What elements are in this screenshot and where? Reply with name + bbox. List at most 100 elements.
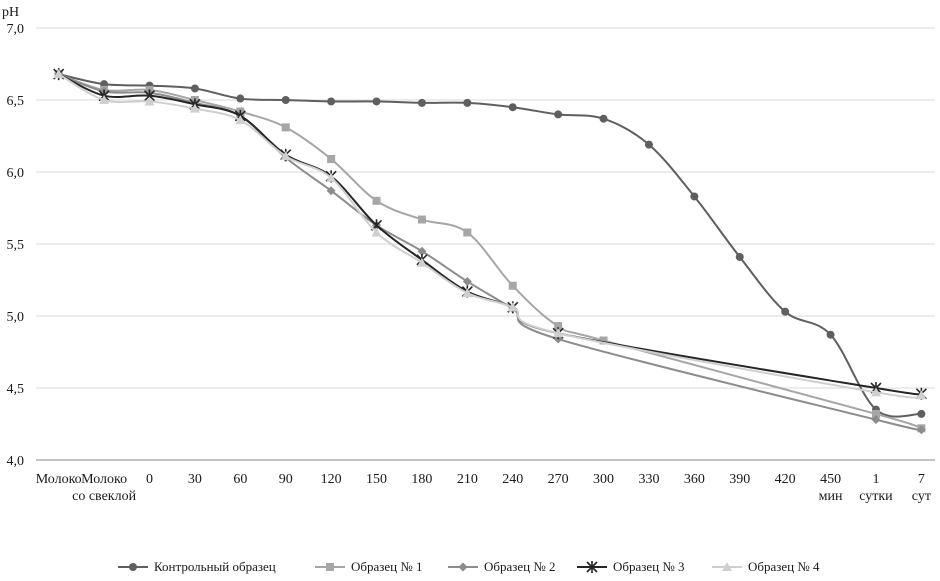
legend-label: Контрольный образец (154, 559, 276, 574)
data-point (462, 287, 473, 297)
legend-item: Образец № 4 (712, 559, 820, 574)
y-tick-label: 5,0 (7, 310, 25, 325)
legend-label: Образец № 3 (613, 559, 685, 574)
x-tick-label: 1 (872, 472, 879, 487)
x-tick-label: Молоко (36, 472, 82, 487)
x-tick-label: 390 (729, 472, 750, 487)
legend-swatch-marker (129, 563, 137, 571)
x-tick-label: 360 (684, 472, 705, 487)
legend-item: Образец № 1 (315, 559, 423, 574)
x-tick-label: 90 (279, 472, 293, 487)
x-tick-label: 0 (146, 472, 153, 487)
data-point (190, 84, 199, 93)
data-point (99, 95, 110, 104)
data-point (735, 252, 744, 261)
data-point (281, 123, 290, 132)
data-point (463, 98, 472, 107)
data-point (417, 215, 426, 224)
data-point (235, 115, 246, 125)
data-point (508, 281, 517, 290)
series-5 (53, 69, 927, 400)
series-line (58, 73, 922, 430)
legend-swatch-marker (586, 561, 598, 573)
data-point (870, 387, 881, 397)
y-axis-label: pH (2, 5, 19, 20)
x-tick-label: сутки (859, 489, 893, 504)
data-point (599, 336, 608, 345)
y-tick-label: 6,5 (7, 94, 25, 109)
data-point (781, 307, 790, 316)
x-tick-label: 210 (457, 472, 478, 487)
data-point (463, 228, 472, 237)
x-tick-label: 330 (638, 472, 659, 487)
legend-label: Образец № 1 (351, 559, 423, 574)
data-point (508, 103, 517, 112)
legend-label: Образец № 4 (748, 559, 820, 574)
data-point (326, 186, 336, 196)
data-point (644, 140, 653, 149)
data-point (416, 257, 427, 267)
y-tick-label: 7,0 (7, 22, 25, 37)
data-point (916, 425, 926, 435)
data-point (327, 97, 336, 106)
legend-item: Образец № 2 (448, 559, 556, 574)
x-tick-label: сут (912, 489, 931, 504)
series-line (58, 73, 922, 399)
legend-swatch-marker (722, 562, 732, 571)
x-tick-label: 60 (233, 472, 247, 487)
x-tick-label: 450 (820, 472, 841, 487)
data-point (144, 96, 155, 106)
y-tick-label: 6,0 (7, 166, 25, 181)
data-point (553, 328, 564, 338)
data-point (554, 322, 563, 331)
x-tick-label: 150 (366, 472, 387, 487)
data-point (372, 97, 381, 106)
data-point (507, 302, 518, 312)
x-tick-label: со свеклой (72, 489, 136, 504)
gridlines (36, 27, 935, 461)
x-tick-label: 180 (411, 472, 432, 487)
data-point (189, 103, 200, 113)
series-lines (53, 68, 927, 435)
x-tick-label: мин (819, 489, 843, 504)
data-point (554, 110, 563, 119)
series-line (58, 73, 922, 396)
series-4 (53, 68, 927, 400)
x-tick-label: Молоко (81, 472, 127, 487)
x-tick-label: 30 (188, 472, 202, 487)
series-line (58, 73, 922, 431)
legend-swatch-marker (326, 563, 334, 571)
data-point (462, 276, 472, 286)
data-point (236, 94, 245, 103)
y-tick-label: 4,5 (7, 382, 25, 397)
data-point (599, 114, 608, 123)
series-line (58, 73, 922, 418)
legend: Контрольный образец Образец № 1 Образец № … (118, 559, 820, 574)
data-point (417, 98, 426, 107)
data-point (326, 172, 337, 182)
data-point (871, 415, 881, 425)
data-point (371, 227, 382, 237)
x-tick-label: 300 (593, 472, 614, 487)
data-point (372, 196, 381, 205)
data-point (53, 69, 64, 79)
series-2 (54, 70, 926, 433)
series-3 (54, 69, 926, 435)
data-point (826, 330, 835, 339)
axes: 4,0 4,5 5,0 5,5 6,0 6,5 7,0 Молоко Молоко со свек… (7, 22, 931, 504)
legend-swatch-marker (458, 562, 468, 572)
legend-label: Образец № 2 (484, 559, 556, 574)
data-point (281, 96, 290, 104)
data-point (916, 390, 927, 400)
x-tick-label: 120 (321, 472, 342, 487)
y-tick-label: 4,0 (7, 454, 25, 469)
x-tick-label: 240 (502, 472, 523, 487)
x-tick-label: 420 (775, 472, 796, 487)
data-point (417, 246, 427, 256)
y-tick-label: 5,5 (7, 238, 25, 253)
legend-item: Образец № 3 (577, 559, 685, 574)
x-tick-label: 7 (918, 472, 925, 487)
data-point (917, 409, 926, 418)
data-point (871, 409, 880, 418)
